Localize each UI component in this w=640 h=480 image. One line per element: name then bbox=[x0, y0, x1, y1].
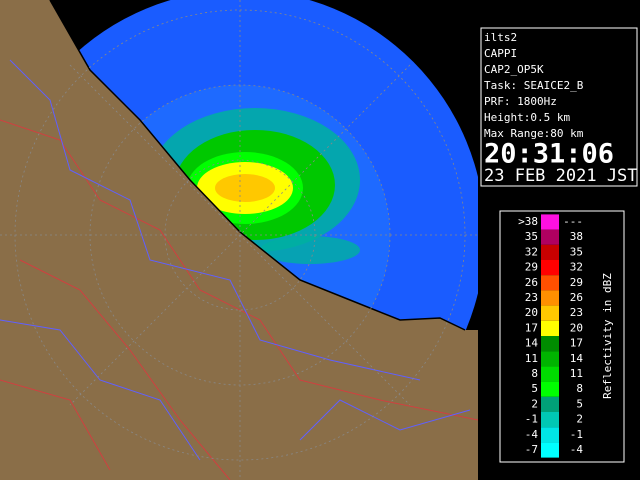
range-rings bbox=[0, 0, 478, 480]
legend-title: Reflectivity in dBZ bbox=[601, 273, 614, 399]
legend: >38 --- 35 38 32 35 29 32 26 29 23 26 20 23 17 20 14 17 11… bbox=[518, 214, 584, 458]
echo-orange bbox=[215, 174, 275, 202]
legend-high: --- bbox=[563, 215, 583, 228]
legend-high: 20 bbox=[570, 321, 583, 334]
legend-high: 26 bbox=[570, 291, 583, 304]
time: 20:31:06 bbox=[484, 139, 614, 170]
info-line: Task: SEAICE2_B bbox=[484, 79, 584, 92]
legend-low: 32 bbox=[525, 245, 538, 258]
land bbox=[0, 0, 478, 480]
legend-low: 8 bbox=[531, 367, 538, 380]
legend-swatch bbox=[541, 442, 559, 458]
info-line: CAP2_OP5K bbox=[484, 63, 544, 76]
info-line: ilts2 bbox=[484, 31, 517, 44]
legend-high: 2 bbox=[576, 413, 583, 426]
legend-low: 2 bbox=[531, 397, 538, 410]
date: 23 FEB 2021 JST bbox=[484, 166, 638, 186]
legend-high: -4 bbox=[570, 443, 584, 456]
legend-box bbox=[499, 210, 625, 463]
legend-low: >38 bbox=[518, 215, 538, 228]
legend-swatch bbox=[541, 320, 559, 336]
legend-low: 26 bbox=[525, 276, 538, 289]
legend-high: 17 bbox=[570, 337, 583, 350]
legend-high: 38 bbox=[570, 230, 583, 243]
legend-high: 35 bbox=[570, 245, 583, 258]
legend-swatch bbox=[541, 214, 559, 230]
legend-low: -7 bbox=[525, 443, 538, 456]
legend-low: 17 bbox=[525, 321, 538, 334]
legend-swatch bbox=[541, 305, 559, 321]
legend-swatch bbox=[541, 427, 559, 443]
borders bbox=[0, 119, 478, 480]
legend-high: 14 bbox=[570, 352, 584, 365]
info-line: Max Range:80 km bbox=[484, 127, 584, 140]
radar-map bbox=[0, 0, 478, 480]
legend-high: -1 bbox=[570, 428, 583, 441]
legend-swatch bbox=[541, 396, 559, 412]
legend-high: 32 bbox=[570, 261, 583, 274]
legend-low: 11 bbox=[525, 352, 538, 365]
legend-low: 29 bbox=[525, 261, 538, 274]
legend-swatch bbox=[541, 244, 559, 260]
legend-low: 20 bbox=[525, 306, 538, 319]
legend-low: 23 bbox=[525, 291, 538, 304]
info-box bbox=[480, 27, 638, 187]
legend-high: 23 bbox=[570, 306, 583, 319]
legend-swatch bbox=[541, 366, 559, 382]
echo-band bbox=[260, 236, 360, 264]
legend-swatch bbox=[541, 412, 559, 428]
info-line: Height:0.5 km bbox=[484, 111, 570, 124]
legend-swatch bbox=[541, 381, 559, 397]
legend-swatch bbox=[541, 275, 559, 291]
info-line: PRF: 1800Hz bbox=[484, 95, 557, 108]
legend-swatch bbox=[541, 351, 559, 367]
info-line: CAPPI bbox=[484, 47, 517, 60]
legend-high: 5 bbox=[576, 397, 583, 410]
legend-swatch bbox=[541, 336, 559, 352]
info-text: ilts2 CAPPI CAP2_OP5K Task: SEAICE2_B PRF: 1… bbox=[484, 31, 584, 140]
legend-swatch bbox=[541, 229, 559, 245]
legend-low: 35 bbox=[525, 230, 538, 243]
legend-low: 5 bbox=[531, 382, 538, 395]
legend-low: -4 bbox=[525, 428, 539, 441]
coastline bbox=[49, 0, 466, 331]
legend-low: 14 bbox=[525, 337, 539, 350]
rivers bbox=[0, 59, 471, 461]
legend-high: 11 bbox=[570, 367, 583, 380]
legend-low: -1 bbox=[525, 413, 538, 426]
legend-high: 29 bbox=[570, 276, 583, 289]
legend-swatch bbox=[541, 260, 559, 276]
legend-high: 8 bbox=[576, 382, 583, 395]
legend-swatch bbox=[541, 290, 559, 306]
